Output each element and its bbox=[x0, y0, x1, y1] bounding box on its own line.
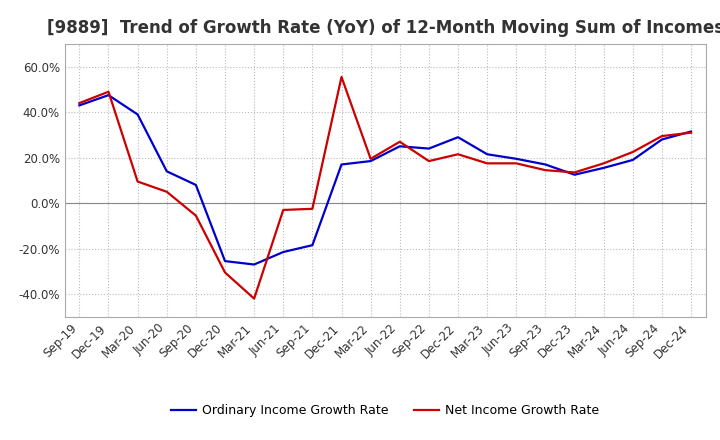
Ordinary Income Growth Rate bbox=[425, 146, 433, 151]
Net Income Growth Rate bbox=[337, 74, 346, 80]
Net Income Growth Rate bbox=[541, 168, 550, 173]
Legend: Ordinary Income Growth Rate, Net Income Growth Rate: Ordinary Income Growth Rate, Net Income … bbox=[166, 400, 604, 422]
Ordinary Income Growth Rate bbox=[366, 158, 375, 164]
Ordinary Income Growth Rate bbox=[133, 112, 142, 117]
Ordinary Income Growth Rate bbox=[192, 182, 200, 187]
Net Income Growth Rate bbox=[192, 213, 200, 218]
Net Income Growth Rate bbox=[163, 189, 171, 194]
Net Income Growth Rate bbox=[366, 156, 375, 161]
Line: Ordinary Income Growth Rate: Ordinary Income Growth Rate bbox=[79, 95, 691, 264]
Net Income Growth Rate bbox=[133, 179, 142, 184]
Net Income Growth Rate bbox=[629, 149, 637, 154]
Ordinary Income Growth Rate bbox=[687, 129, 696, 134]
Ordinary Income Growth Rate bbox=[250, 262, 258, 267]
Ordinary Income Growth Rate bbox=[279, 249, 287, 255]
Ordinary Income Growth Rate bbox=[75, 103, 84, 108]
Net Income Growth Rate bbox=[220, 270, 229, 275]
Ordinary Income Growth Rate bbox=[163, 169, 171, 174]
Net Income Growth Rate bbox=[687, 130, 696, 136]
Net Income Growth Rate bbox=[570, 170, 579, 175]
Net Income Growth Rate bbox=[454, 152, 462, 157]
Net Income Growth Rate bbox=[308, 206, 317, 212]
Ordinary Income Growth Rate bbox=[220, 258, 229, 264]
Net Income Growth Rate bbox=[425, 158, 433, 164]
Net Income Growth Rate bbox=[279, 207, 287, 213]
Ordinary Income Growth Rate bbox=[483, 152, 492, 157]
Title: [9889]  Trend of Growth Rate (YoY) of 12-Month Moving Sum of Incomes: [9889] Trend of Growth Rate (YoY) of 12-… bbox=[47, 19, 720, 37]
Net Income Growth Rate bbox=[104, 89, 113, 94]
Ordinary Income Growth Rate bbox=[104, 92, 113, 98]
Ordinary Income Growth Rate bbox=[657, 137, 666, 142]
Ordinary Income Growth Rate bbox=[512, 156, 521, 161]
Net Income Growth Rate bbox=[250, 296, 258, 301]
Ordinary Income Growth Rate bbox=[629, 157, 637, 162]
Net Income Growth Rate bbox=[75, 100, 84, 106]
Ordinary Income Growth Rate bbox=[541, 162, 550, 167]
Ordinary Income Growth Rate bbox=[308, 242, 317, 248]
Net Income Growth Rate bbox=[483, 161, 492, 166]
Ordinary Income Growth Rate bbox=[599, 165, 608, 171]
Net Income Growth Rate bbox=[657, 133, 666, 139]
Ordinary Income Growth Rate bbox=[454, 135, 462, 140]
Ordinary Income Growth Rate bbox=[570, 172, 579, 177]
Net Income Growth Rate bbox=[512, 161, 521, 166]
Net Income Growth Rate bbox=[395, 139, 404, 144]
Net Income Growth Rate bbox=[599, 161, 608, 166]
Ordinary Income Growth Rate bbox=[337, 162, 346, 167]
Line: Net Income Growth Rate: Net Income Growth Rate bbox=[79, 77, 691, 299]
Ordinary Income Growth Rate bbox=[395, 143, 404, 149]
